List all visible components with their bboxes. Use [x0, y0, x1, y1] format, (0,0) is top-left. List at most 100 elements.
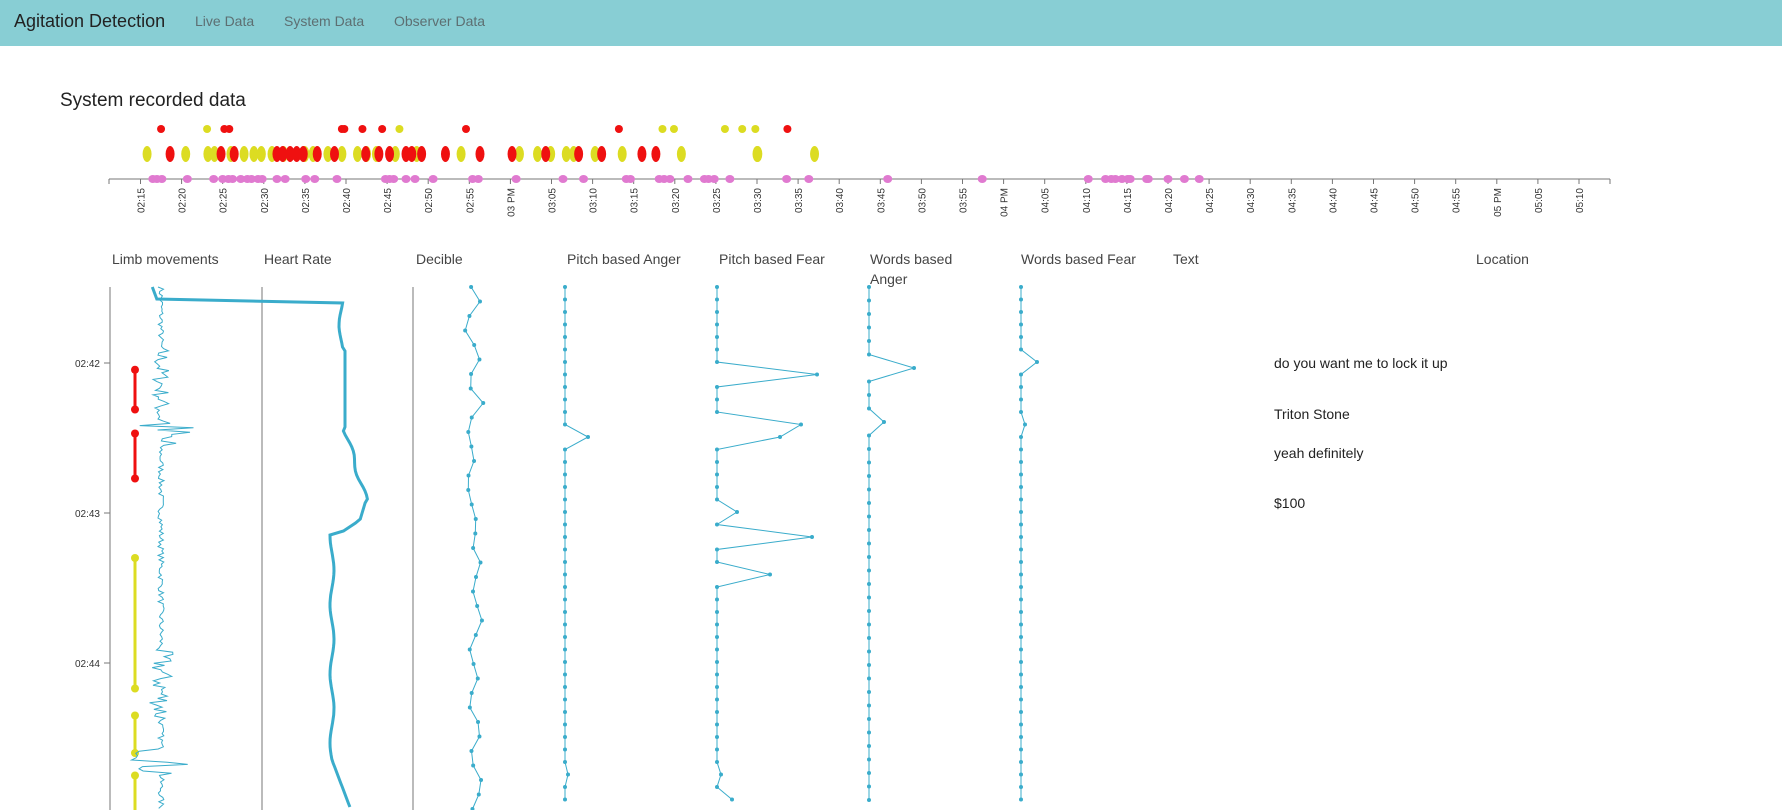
- pitch-fear-point: [715, 397, 719, 402]
- timeline-tick-label: 04:20: [1164, 188, 1175, 213]
- timeline-yellow-event: [514, 146, 524, 162]
- pitch-fear-point: [715, 585, 719, 589]
- decibel-point: [470, 807, 475, 810]
- pitch-fear-point: [715, 710, 719, 714]
- words-anger-point: [867, 352, 871, 357]
- words-anger-point: [867, 636, 871, 640]
- words-fear-point: [1019, 722, 1023, 727]
- timeline-yellow-event: [249, 146, 259, 162]
- pitch-fear-point: [715, 322, 719, 327]
- limb-segment-start: [131, 771, 139, 780]
- pitch-anger-point: [563, 510, 567, 514]
- pitch-anger-point: [563, 560, 567, 564]
- decibel-point: [469, 444, 474, 449]
- timeline-yellow-event: [323, 146, 333, 162]
- transcript-line: yeah definitely: [1274, 445, 1364, 461]
- timeline-pink-marker: [579, 175, 589, 183]
- decibel-point: [469, 749, 474, 753]
- timeline-yellow-event: [353, 146, 363, 162]
- timeline-pink-marker: [1194, 175, 1204, 183]
- nav-system-data[interactable]: System Data: [284, 13, 365, 29]
- timeline-yellow-event: [533, 146, 543, 162]
- timeline-tick-label: 04 PM: [1000, 188, 1011, 217]
- timeline-yellow-marker: [751, 125, 760, 133]
- words-fear-point: [1019, 760, 1023, 764]
- timeline-pink-marker: [1083, 175, 1093, 183]
- words-fear-point: [1019, 647, 1023, 652]
- words-anger-point: [867, 730, 871, 735]
- words-anger-point: [867, 460, 871, 465]
- timeline-pink-marker: [782, 175, 792, 183]
- timeline-yellow-event: [239, 146, 249, 162]
- pitch-fear-point: [719, 772, 723, 777]
- words-fear-point: [1019, 785, 1023, 789]
- words-fear-point: [1035, 360, 1039, 364]
- pitch-fear-point: [715, 610, 719, 614]
- words-fear-point: [1019, 710, 1023, 714]
- header-words-fear: Words based Fear: [1021, 251, 1136, 267]
- words-fear-point: [1019, 685, 1023, 689]
- timeline-red-event: [407, 146, 417, 162]
- timeline-pink-marker: [182, 175, 192, 183]
- timeline-yellow-marker: [395, 125, 404, 133]
- timeline-pink-marker: [1110, 175, 1120, 183]
- pitch-fear-point: [815, 372, 819, 377]
- pitch-fear-point: [735, 510, 739, 514]
- timeline-red-marker: [225, 125, 234, 133]
- pitch-anger-point: [563, 347, 567, 352]
- timeline-pink-marker: [804, 175, 814, 183]
- words-fear-point: [1019, 322, 1023, 327]
- limb-movement-line: [129, 286, 194, 809]
- pitch-anger-point: [563, 472, 567, 477]
- pitch-fear-point: [715, 735, 719, 739]
- limb-segment-start: [131, 711, 139, 720]
- timeline-red-event: [475, 146, 485, 162]
- timeline-tick-label: 02:40: [342, 188, 353, 213]
- timeline-tick-label: 05 PM: [1493, 188, 1504, 217]
- decibel-point: [471, 662, 476, 666]
- words-fear-point: [1019, 797, 1023, 802]
- words-anger-point: [867, 676, 871, 681]
- words-fear-point: [1019, 735, 1023, 739]
- brand-title[interactable]: Agitation Detection: [14, 11, 166, 31]
- transcript-line: do you want me to lock it up: [1274, 355, 1448, 371]
- timeline-pink-marker: [428, 175, 438, 183]
- pitch-fear-point: [715, 497, 719, 502]
- decibel-point: [473, 633, 478, 637]
- pitch-anger-point: [563, 685, 567, 689]
- pitch-fear-point: [715, 672, 719, 677]
- words-fear-point: [1019, 435, 1023, 439]
- timeline-red-event: [278, 146, 288, 162]
- words-anger-point: [867, 568, 871, 573]
- limb-segment-end: [131, 684, 139, 693]
- timeline-pink-marker: [310, 175, 320, 183]
- pitch-fear-point: [715, 647, 719, 652]
- timeline-tick-label: 03:15: [630, 188, 641, 213]
- nav-live-data[interactable]: Live Data: [195, 13, 255, 29]
- pitch-fear-point: [715, 597, 719, 602]
- words-anger-point: [882, 420, 886, 424]
- words-anger-point: [867, 649, 871, 654]
- pitch-anger-point: [563, 597, 567, 602]
- pitch-anger-point: [563, 735, 567, 739]
- timeline-tick-label: 02:45: [383, 188, 394, 213]
- timeline-pink-marker: [709, 175, 719, 183]
- timeline-pink-marker: [473, 175, 483, 183]
- nav-observer-data[interactable]: Observer Data: [394, 13, 486, 29]
- timeline-yellow-event: [142, 146, 152, 162]
- timeline-red-marker: [358, 125, 367, 133]
- pitch-fear-point: [715, 410, 719, 414]
- pitch-fear-point: [715, 722, 719, 727]
- timeline-tick-label: 04:10: [1082, 188, 1093, 213]
- decibel-point: [466, 430, 471, 434]
- words-anger-point: [867, 757, 871, 762]
- decibel-point: [475, 676, 480, 681]
- timeline-tick-label: 04:15: [1123, 188, 1134, 213]
- words-fear-point: [1019, 747, 1023, 752]
- timeline-pink-marker: [558, 175, 568, 183]
- words-anger-point: [912, 366, 916, 370]
- words-anger-point: [867, 555, 871, 559]
- timeline-yellow-marker: [203, 125, 212, 133]
- words-anger-point: [867, 609, 871, 613]
- timeline-pink-marker: [301, 175, 311, 183]
